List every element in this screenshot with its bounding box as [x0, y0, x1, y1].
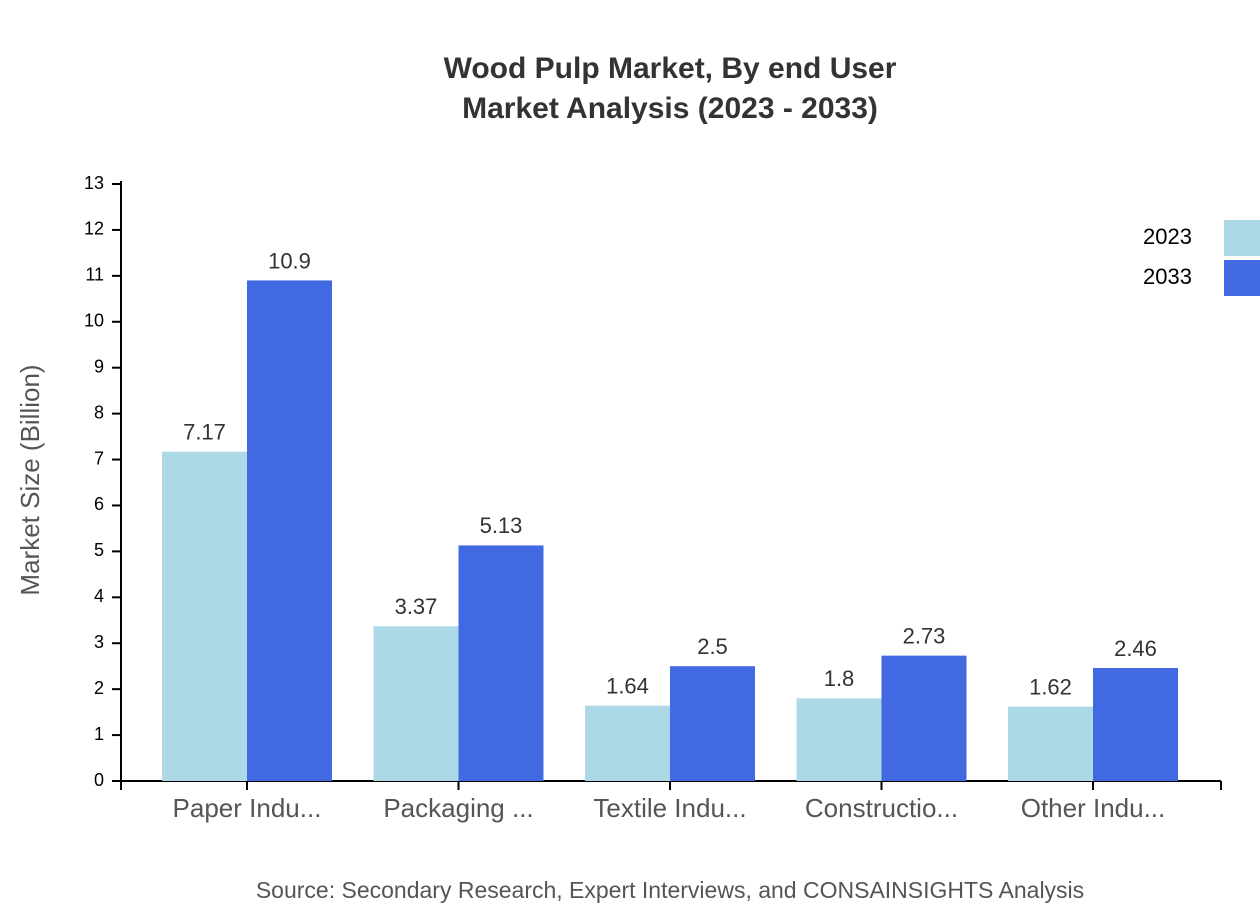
bar	[162, 451, 247, 781]
bar	[670, 666, 755, 781]
y-axis-label: Market Size (Billion)	[15, 364, 45, 595]
y-tick-label: 6	[94, 494, 104, 514]
data-label: 1.64	[606, 673, 649, 698]
y-tick-label: 1	[94, 724, 104, 744]
bar	[247, 280, 332, 781]
bar	[1093, 668, 1178, 781]
data-label: 1.62	[1029, 674, 1072, 699]
data-label: 7.17	[183, 420, 226, 445]
source-note: Source: Secondary Research, Expert Inter…	[256, 877, 1084, 903]
y-tick-label: 8	[94, 402, 104, 422]
y-tick-label: 11	[85, 265, 104, 285]
x-tick-label: Constructio...	[805, 793, 958, 823]
legend-label: 2033	[1143, 264, 1192, 289]
data-label: 2.5	[697, 634, 728, 659]
y-tick-label: 9	[94, 356, 104, 376]
legend-swatch	[1224, 260, 1260, 296]
legend-label: 2023	[1143, 224, 1192, 249]
bar	[458, 545, 544, 781]
data-label: 1.8	[824, 666, 855, 691]
bar	[585, 705, 670, 781]
bar	[881, 655, 967, 781]
y-tick-label: 10	[84, 311, 104, 331]
y-tick-label: 3	[94, 632, 104, 652]
y-tick-label: 2	[94, 678, 104, 698]
y-tick-label: 7	[94, 448, 104, 468]
chart-title: Wood Pulp Market, By end User	[444, 52, 897, 85]
x-tick-label: Textile Indu...	[593, 793, 746, 823]
x-tick-label: Packaging ...	[383, 793, 533, 823]
x-tick-label: Other Indu...	[1021, 793, 1166, 823]
y-tick-label: 12	[84, 219, 104, 239]
data-label: 3.37	[395, 594, 438, 619]
bar	[1008, 706, 1093, 781]
chart-subtitle: Market Analysis (2023 - 2033)	[462, 92, 878, 125]
data-label: 2.73	[903, 623, 946, 648]
x-tick-label: Paper Indu...	[173, 793, 322, 823]
y-tick-label: 13	[84, 173, 104, 193]
data-label: 2.46	[1114, 636, 1157, 661]
data-label: 5.13	[480, 513, 523, 538]
y-tick-label: 5	[94, 540, 104, 560]
y-tick-label: 0	[94, 770, 104, 790]
legend-swatch	[1224, 220, 1260, 256]
data-label: 10.9	[268, 248, 311, 273]
y-tick-label: 4	[94, 586, 104, 606]
bar	[373, 626, 459, 781]
bar	[796, 698, 882, 781]
